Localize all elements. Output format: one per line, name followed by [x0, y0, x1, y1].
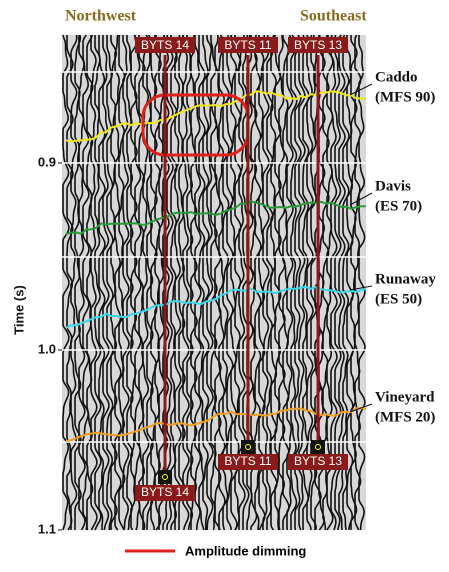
- legend-label: Amplitude dimming: [185, 543, 306, 558]
- trace: [162, 34, 170, 530]
- trace: [186, 35, 194, 531]
- trace: [258, 35, 266, 531]
- trace: [70, 34, 78, 530]
- trace: [226, 34, 234, 531]
- trace: [294, 34, 302, 531]
- horizon: [65, 90, 367, 143]
- horizon: [65, 406, 367, 442]
- horizon-name: Runaway: [375, 271, 436, 287]
- trace: [334, 34, 342, 531]
- trace: [290, 34, 298, 530]
- well-label-box: [135, 485, 195, 501]
- horizon-code: (MFS 20): [375, 409, 435, 425]
- trace: [198, 35, 206, 531]
- axis-label: Time (s): [11, 285, 26, 335]
- horizon-code: (ES 70): [375, 198, 422, 214]
- well-label: BYTS 13: [294, 38, 342, 52]
- trace: [262, 34, 270, 530]
- leader: [349, 285, 373, 291]
- trace: [214, 34, 222, 531]
- trace: [190, 35, 198, 530]
- trace: [270, 34, 278, 531]
- trace: [230, 34, 238, 531]
- well-label-box: [135, 37, 195, 53]
- trace: [74, 34, 82, 530]
- well-label-box: [288, 454, 348, 470]
- leader: [349, 403, 373, 413]
- horizon-name: Vineyard: [375, 389, 435, 405]
- trace: [338, 34, 346, 531]
- horizons: Caddo (MFS 90) Davis (ES 70) Runaway (ES 50) V…: [65, 69, 436, 442]
- trace: [114, 34, 122, 531]
- trace: [346, 35, 354, 531]
- trace: [182, 35, 190, 531]
- horizon: [65, 285, 367, 329]
- well-label-box: [218, 37, 278, 53]
- trace: [278, 34, 286, 531]
- horizon-name: Davis: [375, 178, 411, 194]
- trace: [158, 34, 166, 530]
- trace: [178, 34, 186, 530]
- trace: [62, 34, 70, 531]
- trace: [354, 34, 362, 531]
- trace: [222, 34, 230, 531]
- leader: [349, 83, 373, 96]
- trace: [106, 35, 114, 531]
- tick-label: 0.9: [38, 154, 56, 169]
- trace: [82, 34, 90, 531]
- trace: [98, 35, 106, 531]
- tick-label: 1.1: [38, 521, 56, 536]
- well-label-box: [288, 37, 348, 53]
- well-label: BYTS 11: [224, 454, 271, 468]
- trace: [102, 35, 110, 531]
- well-label: BYTS 14: [141, 38, 189, 52]
- horizon-code: (ES 50): [375, 291, 422, 307]
- well-label: BYTS 11: [224, 38, 271, 52]
- trace: [194, 35, 202, 531]
- trace: [298, 34, 306, 531]
- trace: [122, 35, 130, 531]
- trace: [330, 34, 338, 531]
- trace: [130, 34, 138, 531]
- well-label: BYTS 13: [294, 454, 342, 468]
- tick-label: 1.0: [38, 341, 56, 356]
- wells: BYTS 14 BYTS 14 BYTS 11 BYTS 11 BYTS 13 BYTS …: [135, 37, 348, 501]
- trace: [306, 34, 314, 531]
- trace: [274, 35, 282, 531]
- trace: [110, 35, 118, 530]
- well-marker: [245, 444, 251, 450]
- trace: [154, 35, 162, 531]
- well-label-box: [218, 454, 278, 470]
- trace: [266, 34, 274, 530]
- well-base: [241, 440, 255, 454]
- horizon-code: (MFS 90): [375, 89, 435, 105]
- trace: [206, 35, 214, 531]
- trace: [86, 34, 94, 531]
- well-base: [158, 470, 172, 484]
- trace: [150, 34, 158, 531]
- header-right: Southeast: [300, 8, 367, 25]
- trace: [358, 35, 366, 531]
- well-marker: [315, 444, 321, 450]
- leader: [349, 192, 373, 206]
- well-marker: [162, 474, 168, 480]
- horizon: [65, 200, 367, 235]
- seismic-traces: [62, 34, 366, 531]
- trace: [174, 34, 182, 530]
- horizon-name: Caddo: [375, 69, 418, 85]
- well-base: [311, 440, 325, 454]
- header-left: Northwest: [65, 8, 137, 25]
- trace: [90, 35, 98, 531]
- trace: [202, 35, 210, 531]
- trace: [286, 34, 294, 531]
- well-label: BYTS 14: [141, 485, 189, 499]
- trace: [118, 34, 126, 531]
- trace: [342, 34, 350, 531]
